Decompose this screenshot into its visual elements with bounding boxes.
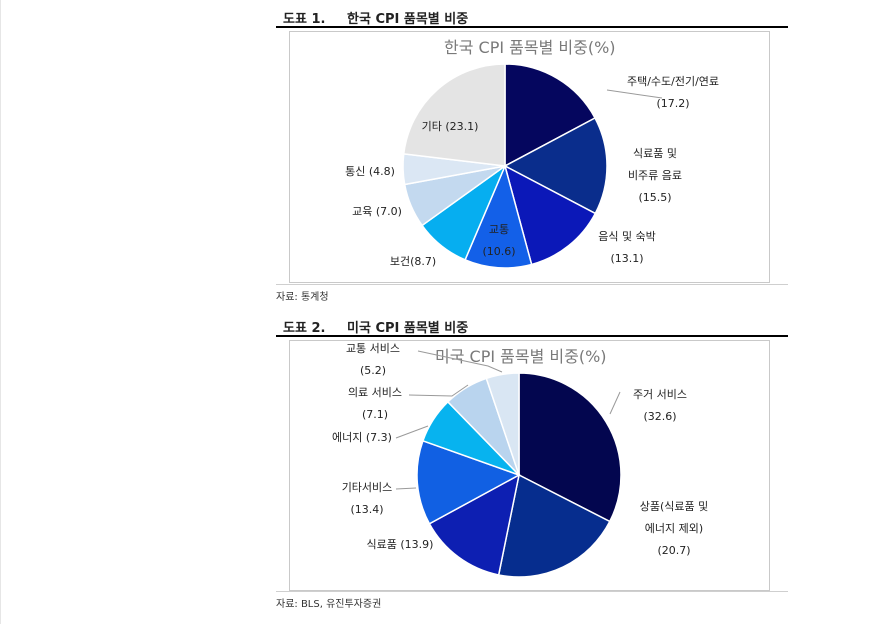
slice-label: 교통 (10.6) xyxy=(482,223,515,258)
chart-title: 미국 CPI 품목별 비중(%) xyxy=(435,347,607,366)
pie-slice xyxy=(503,116,608,215)
figure-footer-rule xyxy=(276,591,788,592)
slice-label: 식료품 및 비주류 음료 (15.5) xyxy=(628,147,682,204)
label-leader-line xyxy=(408,384,469,397)
label-leader-line xyxy=(395,487,417,490)
label-leader-line xyxy=(395,425,429,439)
slice-label: 교육 (7.0) xyxy=(352,205,402,218)
pie-slice xyxy=(402,63,506,167)
slice-label: 보건(8.7) xyxy=(390,255,436,268)
slice-label: 음식 및 숙박 (13.1) xyxy=(598,230,656,265)
slice-label: 기타 (23.1) xyxy=(422,120,479,133)
figure-header-rule xyxy=(276,26,788,28)
pie-slice xyxy=(497,473,611,578)
label-leader-line xyxy=(609,391,621,415)
chart-title: 한국 CPI 품목별 비중(%) xyxy=(444,38,616,57)
slice-label: 상품(식료품 및 에너지 제외) (20.7) xyxy=(640,500,709,557)
figure-footer-rule xyxy=(276,284,788,285)
pie-slice xyxy=(464,163,533,269)
figure-number: 도표 2. xyxy=(283,321,326,336)
figure-number: 도표 1. xyxy=(283,12,326,27)
slice-label: 주택/수도/전기/연료 (17.2) xyxy=(627,75,719,110)
slice-label: 통신 (4.8) xyxy=(345,165,395,178)
slice-label: 기타서비스 (13.4) xyxy=(342,481,393,516)
figure-title: 한국 CPI 품목별 비중 xyxy=(347,12,469,27)
pie-chart-1: 주택/수도/전기/연료 (17.2) 식료품 및 비주류 음료 (15.5) 음식 및 숙… xyxy=(345,63,719,269)
slice-label: 교통 서비스 (5.2) xyxy=(346,342,400,377)
slice-label: 식료품 (13.9) xyxy=(367,538,434,551)
figure-title: 미국 CPI 품목별 비중 xyxy=(347,321,469,336)
pie-slice xyxy=(416,439,521,525)
slice-label: 주거 서비스 (32.6) xyxy=(633,388,687,423)
slice-label: 의료 서비스 (7.1) xyxy=(348,386,402,421)
pie-slice xyxy=(428,473,521,576)
pie-slice xyxy=(518,372,622,523)
label-leader-line xyxy=(417,350,503,373)
pie-slice xyxy=(485,372,520,476)
source-note: 자료: 통계청 xyxy=(276,292,329,303)
slice-label: 에너지 (7.3) xyxy=(332,431,392,444)
source-note: 자료: BLS, 유진투자증권 xyxy=(276,599,382,610)
label-leader-line xyxy=(606,89,663,99)
pie-slice xyxy=(503,164,597,266)
page-left-border xyxy=(0,0,1,624)
pie-chart-2: 주거 서비스 (32.6) 상품(식료품 및 에너지 제외) (20.7) 식료품 (13… xyxy=(332,342,709,578)
pie-slice xyxy=(504,63,597,168)
figure-header-rule xyxy=(276,335,788,337)
